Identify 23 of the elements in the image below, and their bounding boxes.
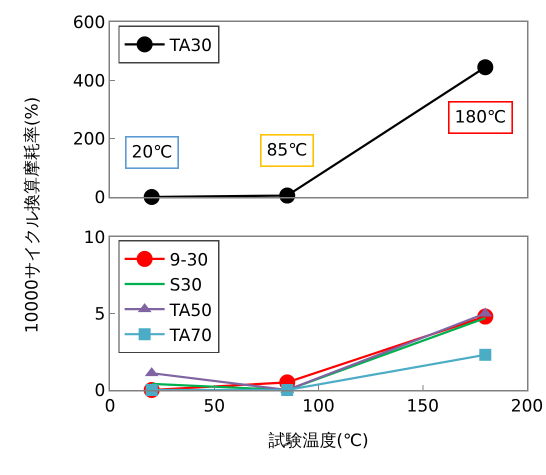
y-tick-label: 5	[94, 304, 106, 324]
legend-label: TA50	[168, 300, 212, 321]
y-axis-title: 10000サイクル換算摩耗率(%)	[22, 96, 44, 334]
y-tick-label: 200	[72, 130, 106, 150]
x-tick-label: 100	[302, 396, 335, 417]
annotation: 20℃	[132, 142, 172, 163]
x-tick-label: 150	[406, 396, 439, 417]
x-tick-label: 200	[510, 396, 544, 417]
x-axis-title: 試験温度(℃)	[268, 430, 369, 451]
point	[479, 348, 492, 361]
legend-label: S30	[170, 276, 202, 296]
y-tick-label: 0	[94, 380, 106, 401]
legend-label: 9-30	[170, 250, 208, 271]
y-tick-label: 400	[72, 71, 106, 92]
legend-label: TA70	[168, 326, 212, 346]
y-tick-label: 10	[84, 228, 106, 248]
x-tick-label: 50	[203, 396, 226, 417]
annotation: 85℃	[266, 140, 308, 161]
point	[477, 59, 494, 76]
y-tick-label: 600	[72, 12, 106, 33]
y-tick-label: 0	[94, 188, 106, 208]
legend-label: TA30	[168, 36, 212, 56]
annotation: 180℃	[454, 108, 506, 128]
